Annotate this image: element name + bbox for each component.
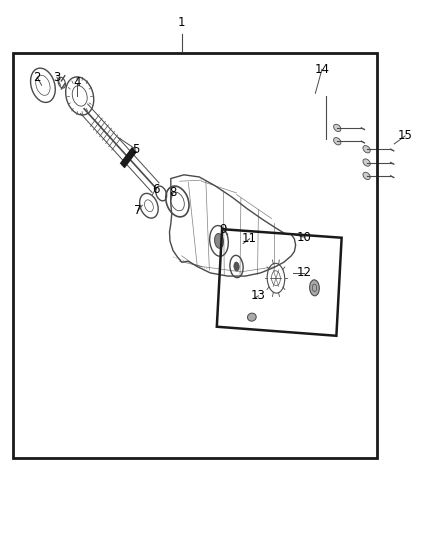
Ellipse shape xyxy=(334,138,341,145)
Text: 11: 11 xyxy=(242,232,257,245)
Text: 9: 9 xyxy=(219,223,227,236)
Text: 6: 6 xyxy=(152,183,159,196)
Text: 10: 10 xyxy=(297,231,312,244)
Ellipse shape xyxy=(247,313,256,321)
Text: 2: 2 xyxy=(33,71,41,84)
Ellipse shape xyxy=(363,146,370,153)
Ellipse shape xyxy=(334,124,341,132)
Text: 13: 13 xyxy=(251,289,266,302)
Text: 15: 15 xyxy=(398,130,413,142)
Ellipse shape xyxy=(215,233,223,248)
Ellipse shape xyxy=(234,262,239,271)
Text: 3: 3 xyxy=(53,71,60,84)
Ellipse shape xyxy=(363,159,370,166)
Text: 7: 7 xyxy=(134,204,142,217)
Text: 5: 5 xyxy=(132,143,139,156)
Ellipse shape xyxy=(363,172,370,180)
Ellipse shape xyxy=(310,280,319,296)
Text: 8: 8 xyxy=(170,187,177,199)
Text: 4: 4 xyxy=(73,76,81,89)
Bar xyxy=(13,53,377,458)
Text: 12: 12 xyxy=(297,266,312,279)
Text: 1: 1 xyxy=(178,17,186,29)
Text: 14: 14 xyxy=(314,63,329,76)
